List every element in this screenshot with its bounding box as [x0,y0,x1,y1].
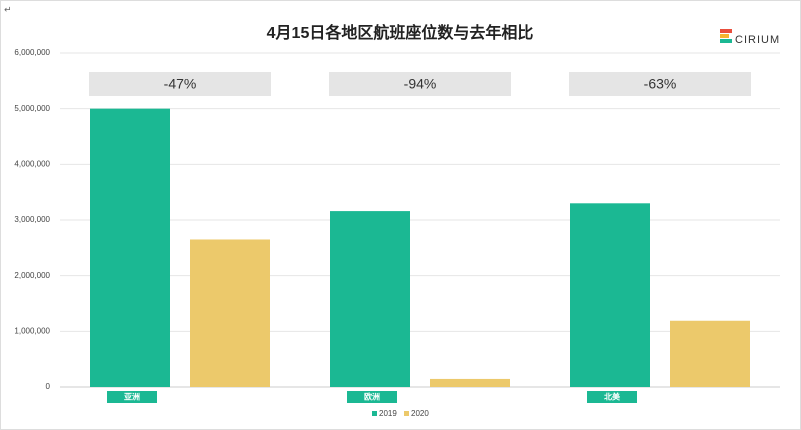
legend-swatch [372,411,377,416]
bar [90,108,170,388]
bar [330,211,410,387]
chart-title: 4月15日各地区航班座位数与去年相比 [267,23,534,42]
y-tick-label: 3,000,000 [14,215,50,224]
annotation-box [89,72,271,96]
y-tick-label: 0 [46,382,51,391]
y-tick-label: 1,000,000 [14,326,50,335]
corner-mark: ↵ [4,4,12,14]
y-tick-label: 2,000,000 [14,271,50,280]
annotation: -94% [404,76,437,92]
category-box [107,391,157,403]
category-box [587,391,637,403]
y-tick-label: 4,000,000 [14,159,50,168]
category-box [347,391,397,403]
legend-swatch [404,411,409,416]
legend-label: 2019 [379,409,397,418]
x-tick-label: 欧洲 [364,392,380,402]
legend-label: 2020 [411,409,429,418]
bar [190,239,270,387]
logo-bar [720,29,732,33]
y-tick-label: 6,000,000 [14,48,50,57]
logo-bar [720,39,732,43]
x-tick-label: 北美 [604,392,621,402]
annotation: -47% [164,76,197,92]
annotation-box [569,72,751,96]
logo: CIRIUM [720,29,780,46]
y-tick-label: 5,000,000 [14,104,50,113]
logo-text: CIRIUM [735,34,780,46]
x-tick-label: 亚洲 [124,393,140,402]
bar [670,320,750,387]
bar [570,203,650,387]
bar [430,378,510,387]
annotation: -63% [644,76,677,92]
annotation-box [329,72,511,96]
logo-bar [720,34,729,38]
